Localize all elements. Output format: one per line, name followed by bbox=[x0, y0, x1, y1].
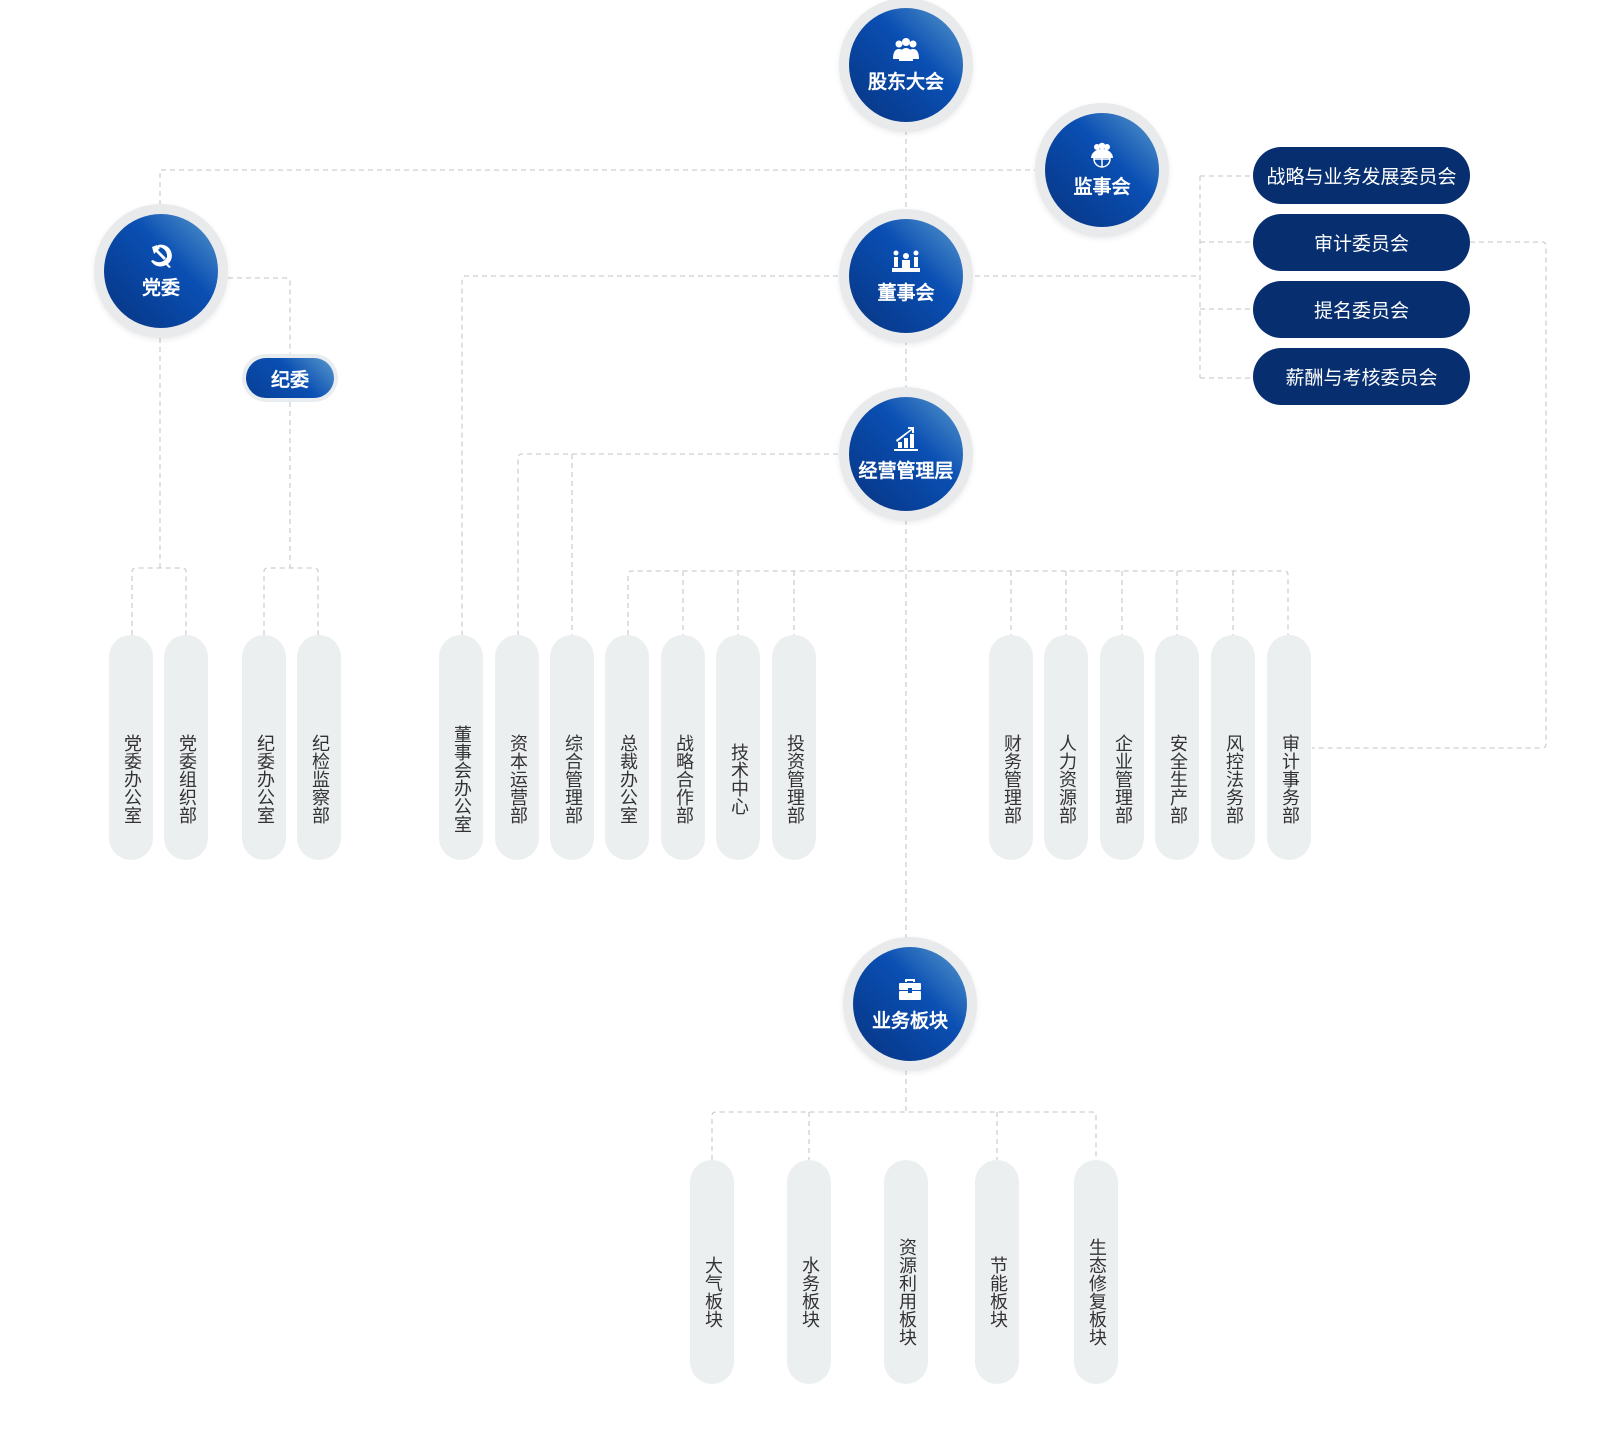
dept-pill[interactable]: 党委办公室 bbox=[109, 635, 153, 860]
business-unit-pill[interactable]: 生态修复板块 bbox=[1074, 1160, 1118, 1384]
business-unit-pill[interactable]: 大气板块 bbox=[690, 1160, 734, 1384]
dept-pill[interactable]: 审计事务部 bbox=[1267, 635, 1311, 860]
briefcase-icon bbox=[899, 978, 921, 1000]
node-label: 股东大会 bbox=[867, 70, 944, 93]
dept-pill[interactable]: 纪委办公室 bbox=[242, 635, 286, 860]
committee-nomination[interactable]: 提名委员会 bbox=[1253, 281, 1470, 338]
node-board[interactable]: 董事会 bbox=[839, 209, 973, 343]
node-shareholders[interactable]: 股东大会 bbox=[839, 0, 973, 132]
business-unit-pill[interactable]: 资源利用板块 bbox=[884, 1160, 928, 1384]
meeting-icon bbox=[892, 250, 920, 272]
dept-pill[interactable]: 风控法务部 bbox=[1211, 635, 1255, 860]
node-party[interactable]: 党委 bbox=[94, 204, 228, 338]
dept-pill[interactable]: 人力资源部 bbox=[1044, 635, 1088, 860]
dept-pill[interactable]: 财务管理部 bbox=[989, 635, 1033, 860]
node-label: 业务板块 bbox=[871, 1009, 948, 1032]
dept-pill[interactable]: 资本运营部 bbox=[495, 635, 539, 860]
dept-pill[interactable]: 董事会办公室 bbox=[439, 635, 483, 860]
committee-compensation[interactable]: 薪酬与考核委员会 bbox=[1253, 348, 1470, 405]
people-group-icon bbox=[893, 37, 919, 61]
dept-pill[interactable]: 投资管理部 bbox=[772, 635, 816, 860]
node-label: 经营管理层 bbox=[858, 459, 954, 482]
node-management[interactable]: 经营管理层 bbox=[839, 387, 973, 521]
business-unit-pill[interactable]: 水务板块 bbox=[787, 1160, 831, 1384]
business-unit-pill[interactable]: 节能板块 bbox=[975, 1160, 1019, 1384]
dept-pill[interactable]: 总裁办公室 bbox=[605, 635, 649, 860]
dept-pill[interactable]: 党委组织部 bbox=[164, 635, 208, 860]
dept-pill[interactable]: 综合管理部 bbox=[550, 635, 594, 860]
dept-pill[interactable]: 战略合作部 bbox=[661, 635, 705, 860]
dept-pill[interactable]: 技术中心 bbox=[716, 635, 760, 860]
dept-pill[interactable]: 纪检监察部 bbox=[297, 635, 341, 860]
bar-chart-up-icon bbox=[894, 426, 918, 451]
node-label: 董事会 bbox=[877, 281, 935, 304]
hammer-sickle-icon bbox=[151, 244, 172, 268]
node-label: 党委 bbox=[141, 276, 180, 299]
node-business[interactable]: 业务板块 bbox=[843, 937, 977, 1071]
dept-pill[interactable]: 企业管理部 bbox=[1100, 635, 1144, 860]
node-supervisors[interactable]: 监事会 bbox=[1035, 103, 1169, 237]
node-discipline[interactable]: 纪委 bbox=[242, 354, 338, 402]
node-label: 监事会 bbox=[1073, 175, 1131, 198]
globe-people-icon bbox=[1091, 142, 1113, 168]
dept-pill[interactable]: 安全生产部 bbox=[1155, 635, 1199, 860]
committee-strategy[interactable]: 战略与业务发展委员会 bbox=[1253, 147, 1470, 204]
committee-audit[interactable]: 审计委员会 bbox=[1253, 214, 1470, 271]
